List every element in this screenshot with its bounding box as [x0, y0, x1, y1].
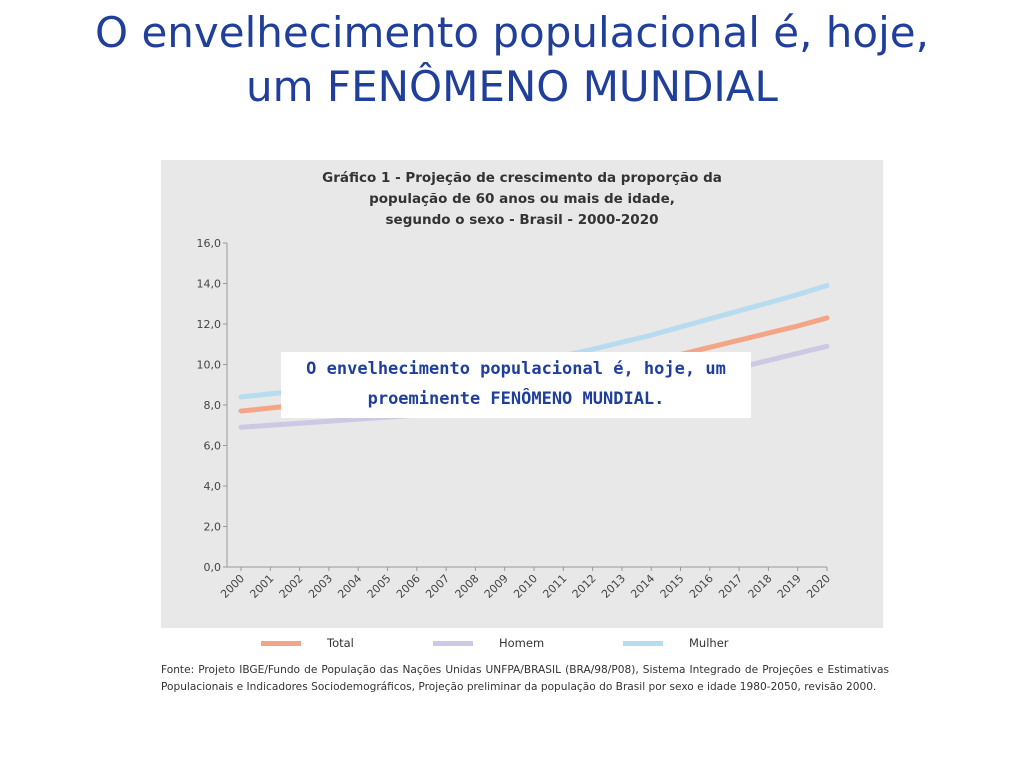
x-tick-label: 2002: [277, 572, 306, 601]
legend-swatch-homem: [433, 641, 473, 646]
x-tick-label: 2006: [394, 572, 423, 601]
legend-swatch-mulher: [623, 641, 663, 646]
x-tick-label: 2017: [716, 572, 745, 601]
y-axis-ticks: 0,0 2,0 4,0 6,0 8,0 10,0 12,0 14,0 16,0: [197, 237, 227, 574]
y-tick-label: 0,0: [204, 561, 222, 574]
x-tick-label: 2001: [247, 572, 276, 601]
callout-line2: proeminente FENÔMENO MUNDIAL.: [367, 389, 665, 409]
legend-label-mulher: Mulher: [689, 636, 729, 650]
y-tick-label: 4,0: [204, 480, 222, 493]
x-tick-label: 2013: [599, 572, 628, 601]
chart-legend: Total Homem Mulher: [161, 628, 883, 656]
x-axis-ticks: 2000 2001 2002 2003 2004 2005 2006 2007 2008 2009…: [218, 567, 833, 601]
x-tick-label: 2014: [628, 572, 657, 601]
x-tick-label: 2009: [482, 572, 511, 601]
chart-title-line1: Gráfico 1 - Projeção de crescimento da p…: [322, 170, 722, 186]
y-tick-label: 14,0: [197, 278, 222, 291]
legend-label-homem: Homem: [499, 636, 545, 650]
x-tick-label: 2004: [335, 572, 364, 601]
x-tick-label: 2012: [570, 572, 599, 601]
x-tick-label: 2019: [775, 572, 804, 601]
callout-box: O envelhecimento populacional é, hoje, u…: [281, 352, 751, 418]
x-tick-label: 2020: [804, 572, 833, 601]
x-tick-label: 2003: [306, 572, 335, 601]
x-tick-label: 2010: [511, 572, 540, 601]
y-tick-label: 16,0: [197, 237, 222, 250]
x-tick-label: 2011: [540, 572, 569, 601]
source-note: Fonte: Projeto IBGE/Fundo de População d…: [161, 664, 889, 693]
slide-title-line1: O envelhecimento populacional é, hoje,: [95, 8, 929, 57]
chart-title: Gráfico 1 - Projeção de crescimento da p…: [161, 168, 883, 231]
x-tick-label: 2016: [687, 572, 716, 601]
y-tick-label: 8,0: [204, 399, 222, 412]
slide-title: O envelhecimento populacional é, hoje, u…: [0, 6, 1024, 114]
y-tick-label: 6,0: [204, 440, 222, 453]
chart-title-line3: segundo o sexo - Brasil - 2000-2020: [385, 212, 659, 228]
x-tick-label: 2005: [365, 572, 394, 601]
x-tick-label: 2018: [746, 572, 775, 601]
x-tick-label: 2000: [218, 572, 247, 601]
x-tick-label: 2015: [658, 572, 687, 601]
callout-line1: O envelhecimento populacional é, hoje, u…: [306, 359, 726, 379]
chart-title-line2: população de 60 anos ou mais de idade,: [369, 191, 675, 207]
slide-title-line2: um FENÔMENO MUNDIAL: [246, 62, 778, 111]
legend-swatch-total: [261, 641, 301, 646]
y-tick-label: 10,0: [197, 359, 222, 372]
legend-label-total: Total: [327, 636, 354, 650]
x-tick-label: 2008: [453, 572, 482, 601]
x-tick-label: 2007: [423, 572, 452, 601]
y-tick-label: 12,0: [197, 318, 222, 331]
y-tick-label: 2,0: [204, 521, 222, 534]
